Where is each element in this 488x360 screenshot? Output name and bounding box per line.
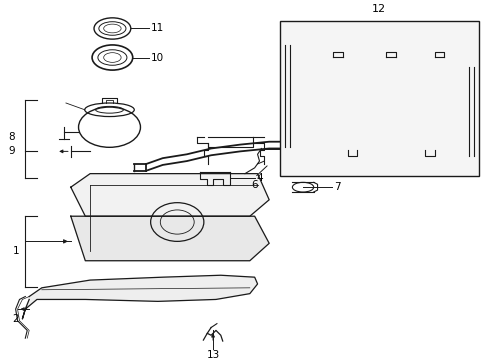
Polygon shape [22, 275, 257, 319]
Text: 4: 4 [256, 174, 263, 184]
Text: 12: 12 [371, 4, 386, 14]
Text: 2: 2 [12, 314, 19, 324]
Polygon shape [71, 174, 268, 216]
Text: 10: 10 [151, 53, 164, 63]
Text: 8: 8 [8, 132, 15, 142]
Text: 3: 3 [285, 144, 292, 154]
Text: 9: 9 [8, 147, 15, 156]
Text: 1: 1 [12, 246, 19, 256]
Polygon shape [71, 216, 268, 261]
Text: 7: 7 [333, 182, 340, 192]
Bar [280, 21, 478, 176]
Text: 11: 11 [151, 23, 164, 33]
Text: 6: 6 [251, 180, 258, 190]
Text: 5: 5 [381, 51, 388, 62]
Text: 13: 13 [206, 350, 219, 360]
